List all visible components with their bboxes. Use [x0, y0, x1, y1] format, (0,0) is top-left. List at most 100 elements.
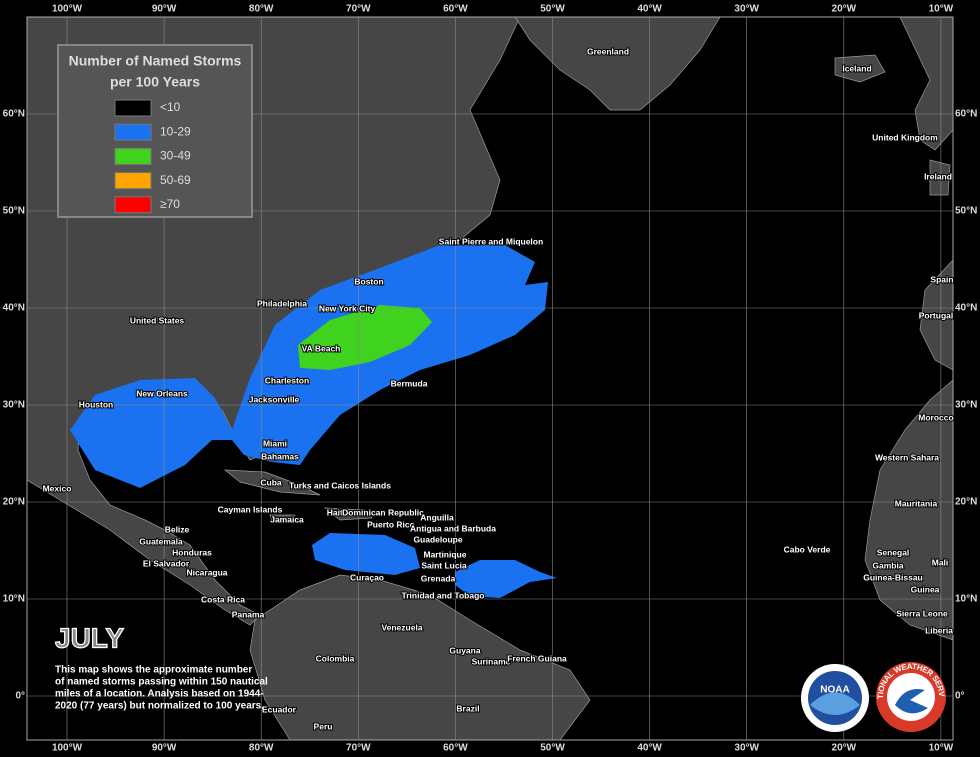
storm-areas — [70, 245, 557, 598]
latitude-label: 10°N — [955, 594, 977, 605]
place-label: Bahamas — [261, 451, 299, 461]
place-label: Guatemala — [139, 536, 183, 546]
place-label: Colombia — [316, 653, 355, 663]
place-label: Morocco — [918, 412, 953, 422]
place-label: Iceland — [842, 63, 871, 73]
longitude-label: 40°W — [637, 743, 662, 754]
place-labels: Greenland Iceland United Kingdom Ireland Sai… — [42, 45, 955, 732]
place-label: Ireland — [924, 171, 952, 181]
latitude-label: 0° — [15, 691, 25, 702]
description-line: miles of a location. Analysis based on 1… — [55, 689, 264, 700]
place-label: VA Beach — [302, 343, 341, 353]
place-label: Liberia — [925, 625, 953, 635]
description-line: This map shows the approximate number — [55, 665, 252, 676]
longitude-label: 70°W — [346, 743, 371, 754]
description-line: 2020 (77 years) but normalized to 100 ye… — [55, 701, 264, 712]
place-label: Bermuda — [391, 378, 428, 388]
latitude-label: 60°N — [3, 109, 25, 120]
legend-title: Number of Named Storms — [69, 53, 242, 69]
place-label: Boston — [354, 276, 383, 286]
latitude-label: 50°N — [3, 206, 25, 217]
legend-label: 50-69 — [160, 173, 191, 187]
month-title: JULY — [55, 622, 124, 653]
place-label: Mali — [932, 557, 949, 567]
place-label: Ecuador — [262, 704, 297, 714]
longitude-label: 80°W — [249, 743, 274, 754]
latitude-label: 40°N — [955, 303, 977, 314]
place-label: Gambia — [872, 560, 903, 570]
place-label: Saint Lucia — [421, 560, 467, 570]
place-label: Panama — [232, 609, 265, 619]
longitude-label: 70°W — [346, 4, 371, 15]
legend-swatch — [114, 196, 152, 214]
place-label: Belize — [165, 524, 190, 534]
place-label: Mauritania — [895, 498, 938, 508]
legend-label: ≥70 — [160, 197, 180, 211]
place-label: Peru — [314, 721, 333, 731]
description: This map shows the approximate number of… — [55, 665, 268, 712]
place-label: Jacksonville — [249, 394, 300, 404]
longitude-label: 10°W — [929, 4, 954, 15]
legend-swatch — [114, 147, 152, 165]
place-label: Curaçao — [350, 572, 384, 582]
longitude-label: 80°W — [249, 4, 274, 15]
place-label: Cabo Verde — [784, 544, 831, 554]
legend-box — [57, 44, 253, 218]
place-label: Miami — [263, 438, 287, 448]
place-label: Guinea-Bissau — [863, 572, 923, 582]
map-frame — [26, 16, 954, 741]
legend-swatch — [114, 99, 152, 117]
longitude-label: 30°W — [734, 4, 759, 15]
place-label: Haiti — [327, 507, 345, 517]
place-label: Charleston — [265, 375, 309, 385]
latitude-label: 60°N — [955, 109, 977, 120]
place-label: Mexico — [43, 483, 72, 493]
place-label: Senegal — [877, 547, 910, 557]
place-label: Honduras — [172, 547, 212, 557]
place-label: United Kingdom — [872, 132, 938, 142]
place-label: Saint Pierre and Miquelon — [439, 236, 543, 246]
place-label: Western Sahara — [875, 452, 939, 462]
place-label: Spain — [930, 274, 953, 284]
place-label: New Orleans — [136, 388, 188, 398]
legend-label: <10 — [160, 100, 181, 114]
longitude-label: 60°W — [443, 4, 468, 15]
place-label: New York City — [319, 303, 376, 313]
place-label: Brazil — [456, 703, 479, 713]
legend-label: 10-29 — [160, 124, 191, 138]
place-label: Greenland — [587, 46, 629, 56]
place-label: Jamaica — [270, 514, 304, 524]
place-label: Portugal — [919, 310, 953, 320]
place-label: Grenada — [421, 573, 456, 583]
place-label: Trinidad and Tobago — [402, 590, 485, 600]
logo-wave — [810, 692, 860, 715]
place-label: Martinique — [424, 549, 467, 559]
longitude-label: 60°W — [443, 743, 468, 754]
longitude-label: 100°W — [52, 743, 83, 754]
description-line: of named storms passing within 150 nauti… — [55, 677, 268, 688]
latitude-label: 0° — [955, 691, 965, 702]
longitude-label: 90°W — [152, 4, 177, 15]
legend: Number of Named Storms per 100 Years <10… — [57, 44, 253, 218]
longitude-label: 30°W — [734, 743, 759, 754]
noaa-logo: NOAA — [801, 664, 869, 732]
latitude-label: 10°N — [3, 594, 25, 605]
latitude-label: 20°N — [3, 497, 25, 508]
place-label: Sierra Leone — [896, 608, 948, 618]
place-label: United States — [130, 315, 185, 325]
legend-swatch — [114, 123, 152, 141]
longitude-label: 50°W — [540, 4, 565, 15]
longitude-label: 40°W — [637, 4, 662, 15]
longitude-label: 20°W — [832, 4, 857, 15]
place-label: Cayman Islands — [218, 504, 283, 514]
place-label: Turks and Caicos Islands — [289, 480, 391, 490]
legend-label: 30-49 — [160, 149, 191, 163]
place-label: French Guiana — [507, 653, 567, 663]
longitude-label: 20°W — [832, 743, 857, 754]
place-label: Anguilla — [420, 512, 454, 522]
latitude-label: 30°N — [3, 400, 25, 411]
legend-swatch — [114, 172, 152, 190]
latitude-label: 50°N — [955, 206, 977, 217]
place-label: Antigua and Barbuda — [410, 523, 496, 533]
